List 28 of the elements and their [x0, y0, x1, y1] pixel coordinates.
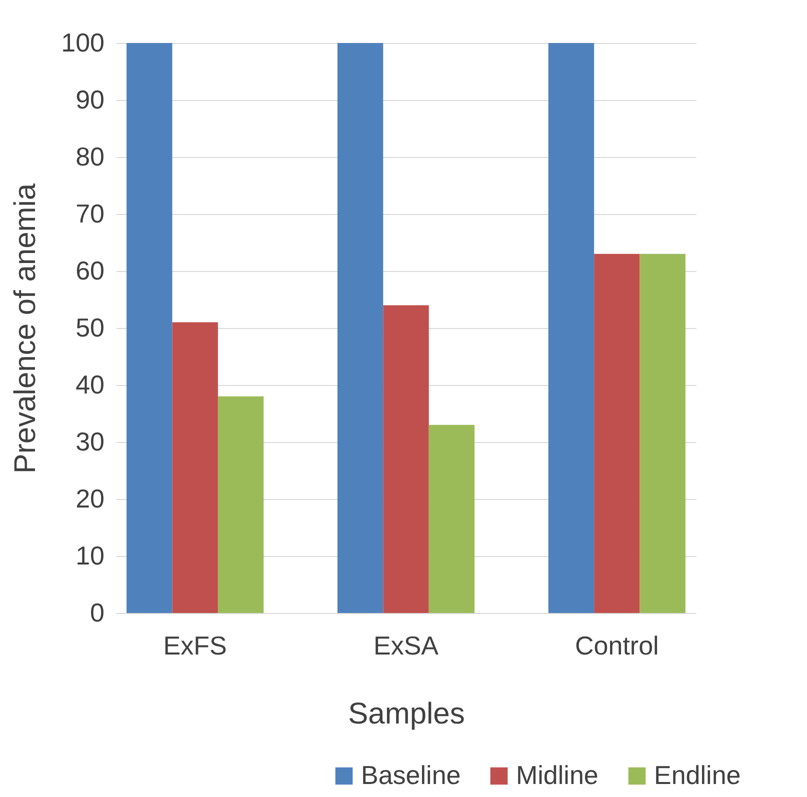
- y-tick-label: 20: [76, 484, 104, 514]
- bar: [640, 254, 686, 613]
- x-axis-title: Samples: [348, 698, 465, 730]
- y-tick-label: 50: [76, 312, 104, 342]
- bar: [428, 424, 475, 613]
- x-tick-label: ExFS: [163, 630, 227, 660]
- y-tick-label: 40: [76, 370, 104, 400]
- y-tick-label: 80: [76, 142, 104, 172]
- y-tick-label: 100: [61, 28, 104, 58]
- bar: [383, 305, 429, 613]
- bar: [218, 396, 264, 613]
- legend-label: Endline: [654, 760, 741, 790]
- y-tick-label: 10: [76, 540, 104, 570]
- bar: [172, 322, 218, 613]
- y-tick-label: 60: [76, 256, 104, 286]
- y-tick-label: 30: [76, 426, 104, 456]
- legend-label: Midline: [516, 760, 598, 790]
- y-axis-title: Prevalence of anemia: [9, 183, 42, 474]
- y-tick-label: 70: [76, 198, 104, 228]
- bar: [594, 254, 640, 613]
- x-tick-label: Control: [574, 630, 659, 660]
- y-tick-label: 90: [76, 84, 104, 114]
- bar: [337, 43, 384, 613]
- bar: [126, 43, 172, 613]
- y-tick-label: 0: [90, 598, 104, 628]
- x-tick-label: ExSA: [373, 630, 440, 660]
- bar: [548, 43, 594, 613]
- legend-label: Baseline: [361, 760, 461, 790]
